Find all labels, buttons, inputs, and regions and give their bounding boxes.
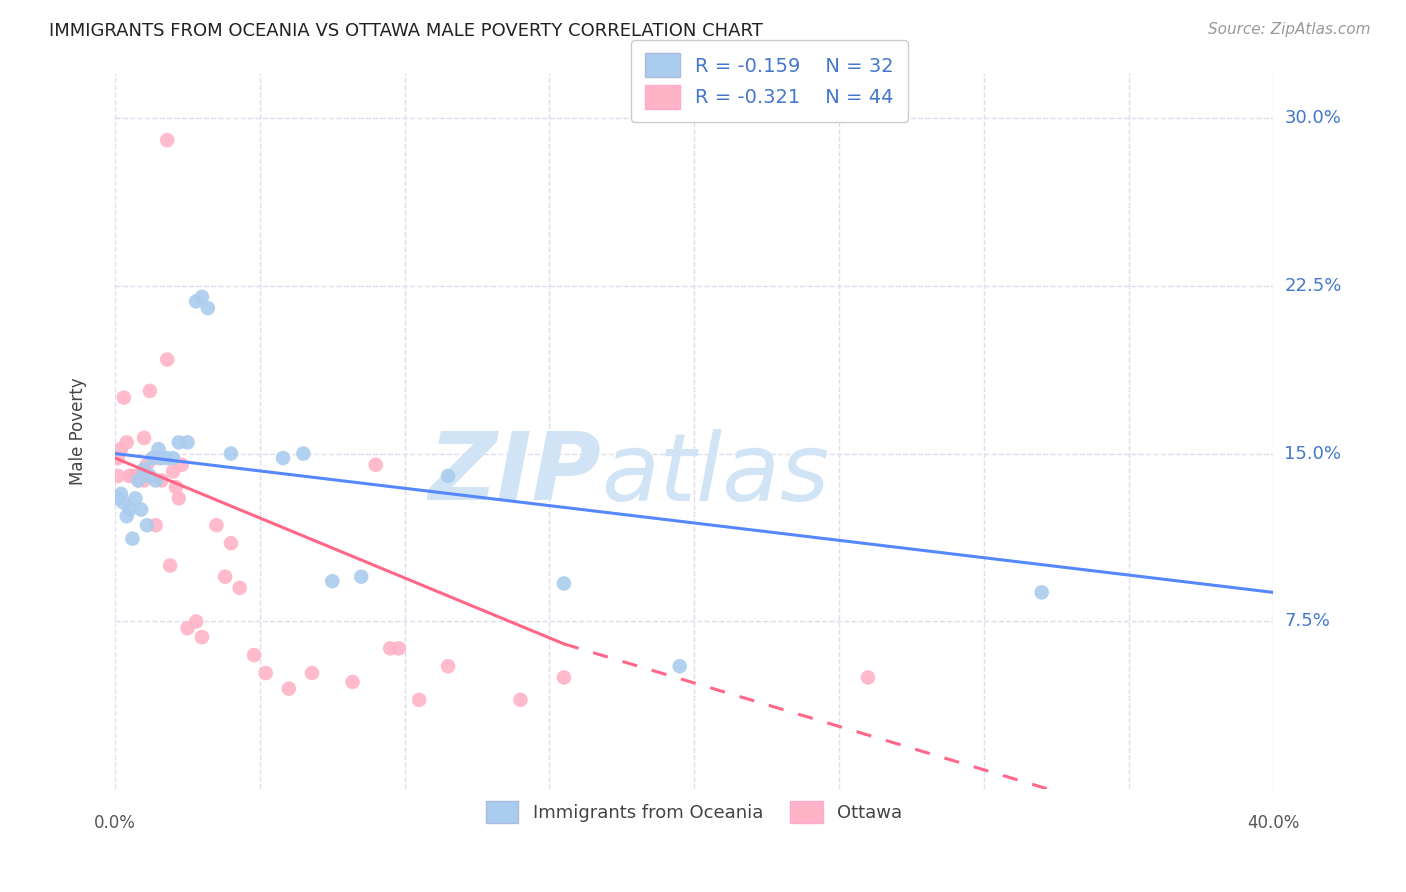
- Point: [271, 451, 294, 466]
- Point: [388, 641, 411, 656]
- Point: [127, 474, 149, 488]
- Point: [156, 451, 179, 466]
- Point: [165, 480, 187, 494]
- Point: [142, 451, 165, 466]
- Text: ZIP: ZIP: [429, 428, 602, 520]
- Point: [139, 384, 162, 398]
- Point: [509, 693, 531, 707]
- Text: IMMIGRANTS FROM OCEANIA VS OTTAWA MALE POVERTY CORRELATION CHART: IMMIGRANTS FROM OCEANIA VS OTTAWA MALE P…: [49, 22, 763, 40]
- Text: 15.0%: 15.0%: [1285, 444, 1341, 463]
- Point: [139, 469, 162, 483]
- Text: 0.0%: 0.0%: [94, 814, 136, 832]
- Point: [129, 469, 152, 483]
- Point: [191, 630, 214, 644]
- Point: [205, 518, 228, 533]
- Point: [121, 469, 143, 483]
- Point: [170, 458, 193, 472]
- Point: [110, 487, 132, 501]
- Point: [107, 491, 129, 506]
- Point: [124, 469, 146, 483]
- Point: [142, 451, 165, 466]
- Point: [132, 462, 155, 476]
- Point: [127, 474, 149, 488]
- Point: [197, 301, 219, 315]
- Point: [118, 502, 141, 516]
- Point: [110, 442, 132, 456]
- Point: [553, 670, 575, 684]
- Point: [243, 648, 266, 662]
- Point: [115, 509, 138, 524]
- Point: [321, 574, 343, 589]
- Point: [292, 446, 315, 460]
- Point: [186, 615, 208, 629]
- Point: [856, 670, 879, 684]
- Point: [124, 491, 146, 506]
- Point: [162, 465, 184, 479]
- Point: [380, 641, 402, 656]
- Point: [145, 518, 167, 533]
- Text: 22.5%: 22.5%: [1285, 277, 1341, 294]
- Text: Male Poverty: Male Poverty: [69, 377, 87, 485]
- Point: [107, 469, 129, 483]
- Point: [437, 659, 460, 673]
- Point: [136, 518, 159, 533]
- Point: [162, 451, 184, 466]
- Point: [364, 458, 387, 472]
- Point: [176, 621, 198, 635]
- Point: [150, 451, 173, 466]
- Point: [350, 570, 373, 584]
- Point: [107, 451, 129, 466]
- Point: [132, 474, 155, 488]
- Point: [553, 576, 575, 591]
- Point: [301, 665, 323, 680]
- Point: [115, 435, 138, 450]
- Point: [132, 431, 155, 445]
- Point: [191, 290, 214, 304]
- Point: [437, 469, 460, 483]
- Point: [156, 133, 179, 147]
- Legend: Immigrants from Oceania, Ottawa: Immigrants from Oceania, Ottawa: [479, 794, 910, 830]
- Point: [408, 693, 430, 707]
- Point: [112, 391, 135, 405]
- Point: [219, 446, 242, 460]
- Point: [159, 558, 181, 573]
- Point: [167, 435, 190, 450]
- Point: [277, 681, 299, 696]
- Point: [668, 659, 690, 673]
- Text: 40.0%: 40.0%: [1247, 814, 1299, 832]
- Point: [118, 469, 141, 483]
- Point: [150, 474, 173, 488]
- Point: [1031, 585, 1053, 599]
- Point: [145, 474, 167, 488]
- Text: 30.0%: 30.0%: [1285, 109, 1341, 127]
- Point: [219, 536, 242, 550]
- Point: [176, 435, 198, 450]
- Point: [136, 458, 159, 472]
- Point: [129, 502, 152, 516]
- Point: [148, 442, 170, 456]
- Point: [186, 294, 208, 309]
- Text: 7.5%: 7.5%: [1285, 613, 1330, 631]
- Text: atlas: atlas: [602, 429, 830, 520]
- Point: [214, 570, 236, 584]
- Point: [228, 581, 250, 595]
- Text: Source: ZipAtlas.com: Source: ZipAtlas.com: [1208, 22, 1371, 37]
- Point: [254, 665, 277, 680]
- Point: [156, 352, 179, 367]
- Point: [121, 532, 143, 546]
- Point: [112, 496, 135, 510]
- Point: [167, 491, 190, 506]
- Point: [342, 675, 364, 690]
- Point: [148, 451, 170, 466]
